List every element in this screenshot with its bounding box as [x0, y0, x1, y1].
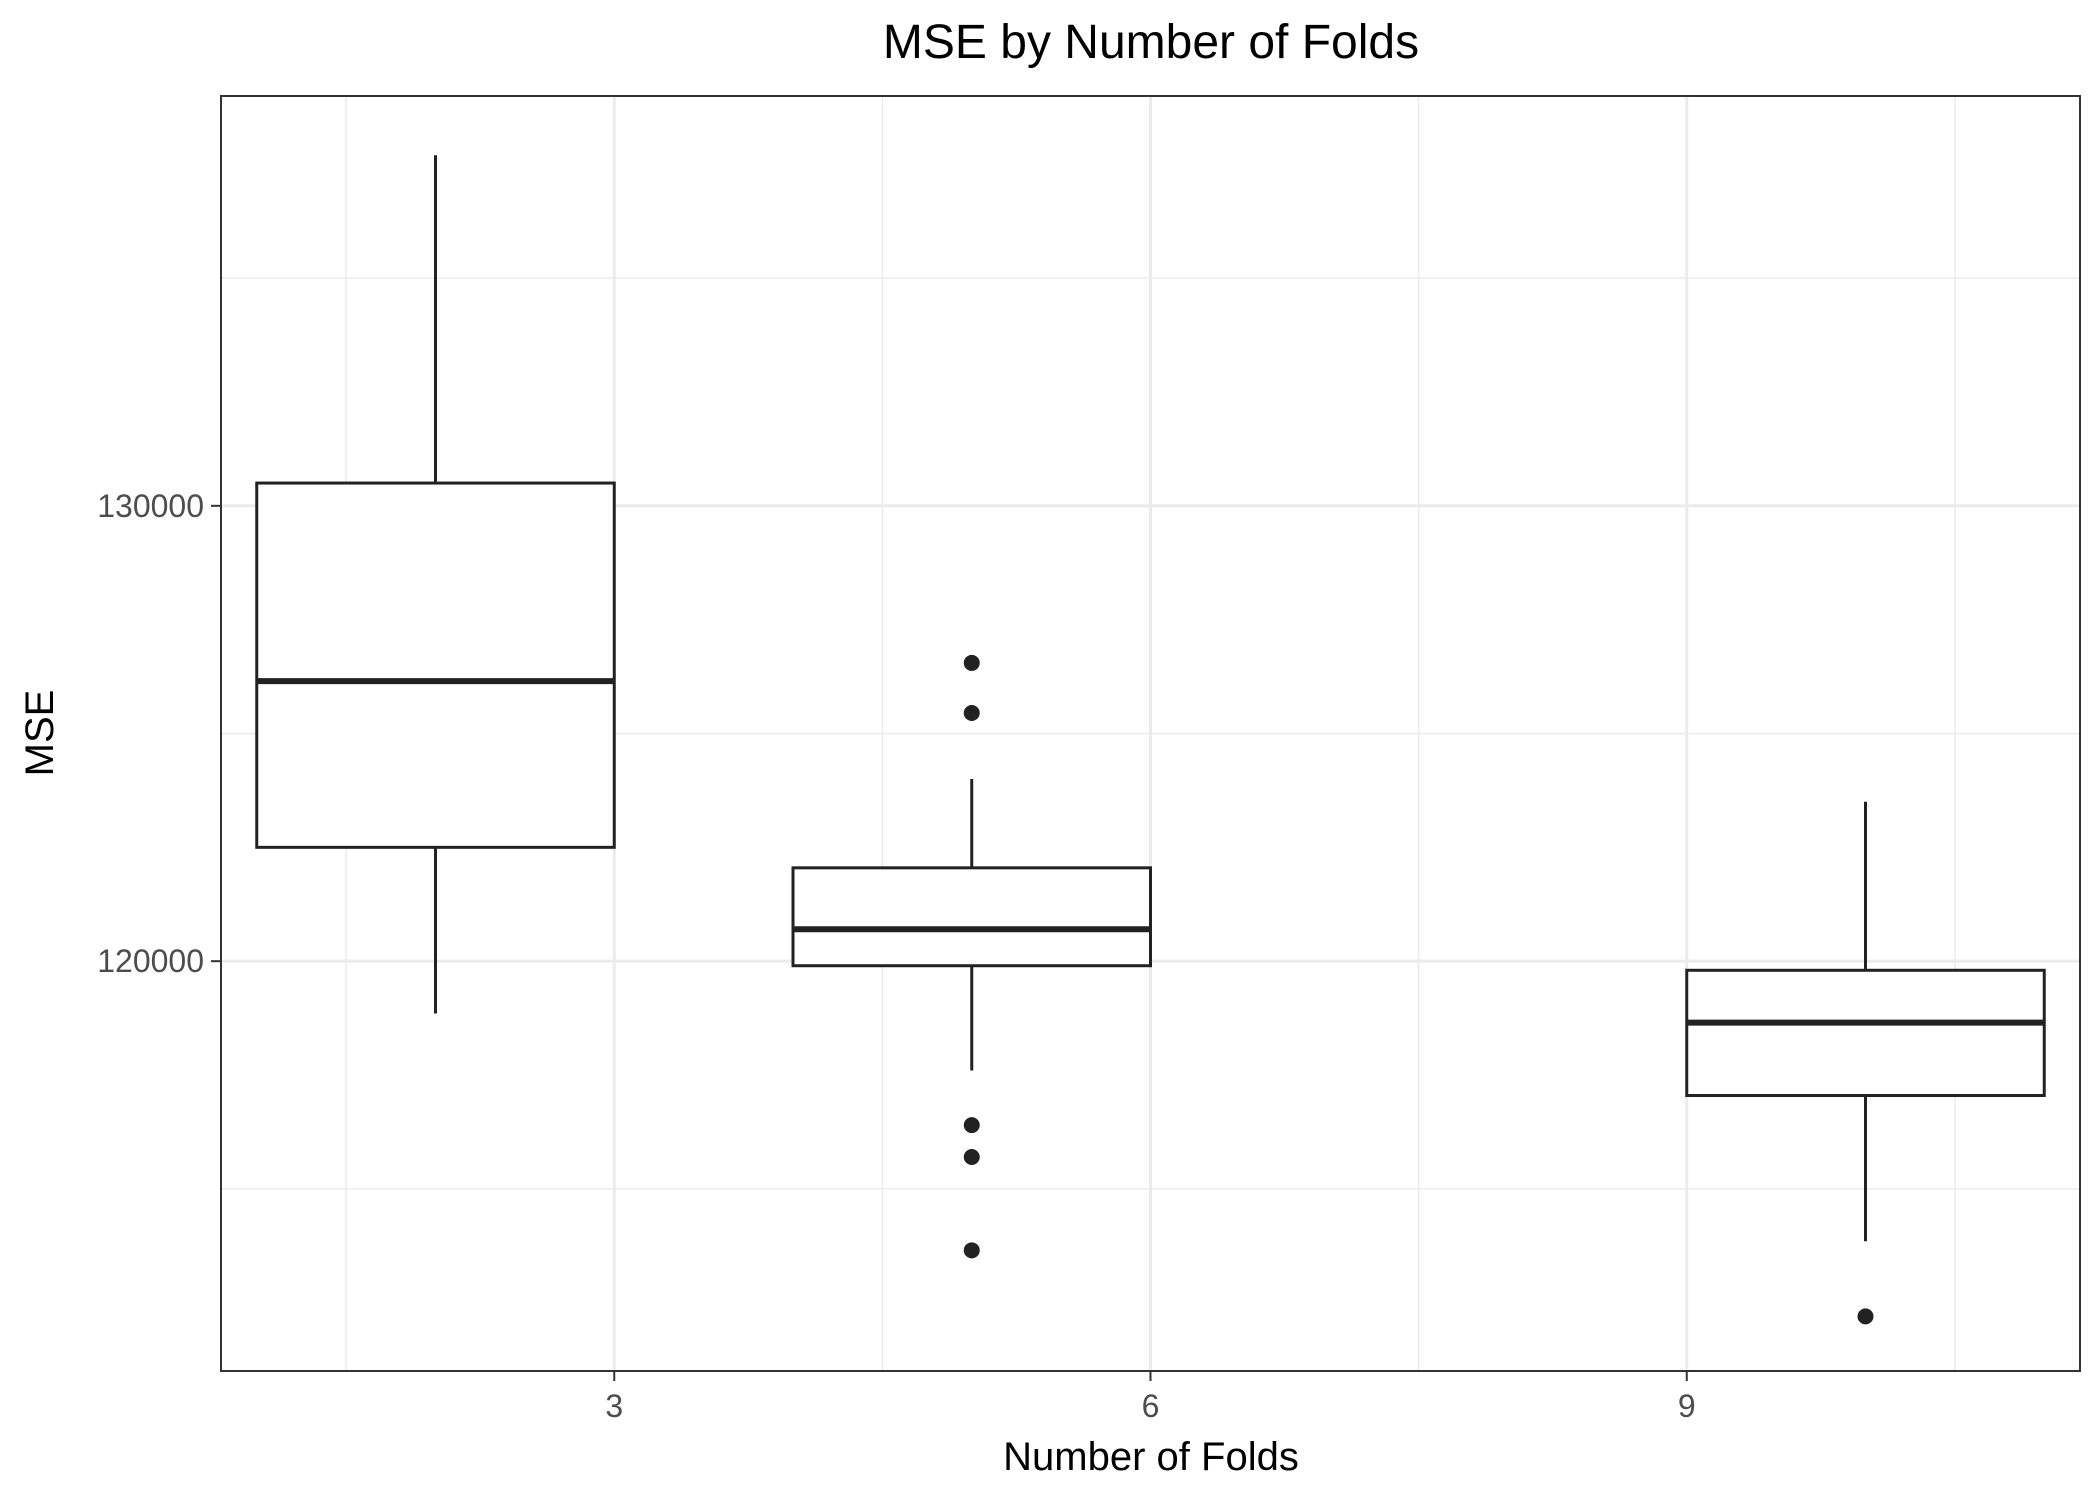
x-axis: 3 6 9 — [605, 1371, 1696, 1424]
chart-title: MSE by Number of Folds — [883, 16, 1419, 69]
boxes-layer — [255, 155, 2046, 1325]
box-group — [255, 155, 616, 1014]
outlier-point — [963, 1148, 980, 1165]
outlier-point — [963, 1242, 980, 1259]
box-group — [791, 654, 1152, 1259]
x-tick-label: 9 — [1678, 1388, 1696, 1424]
x-axis-title: Number of Folds — [1003, 1435, 1299, 1479]
y-tick-label: 120000 — [97, 943, 204, 979]
y-axis-title: MSE — [18, 690, 62, 777]
box-iqr — [1685, 968, 2046, 1098]
outlier-point — [963, 654, 980, 671]
x-tick-label: 6 — [1142, 1388, 1160, 1424]
x-tick-label: 3 — [605, 1388, 623, 1424]
outlier-point — [1857, 1308, 1874, 1325]
outlier-point — [963, 705, 980, 722]
y-axis: 120000 130000 — [97, 488, 221, 979]
box-iqr — [791, 866, 1152, 968]
outlier-point — [963, 1117, 980, 1134]
box-group — [1685, 801, 2046, 1325]
box-iqr — [255, 481, 616, 849]
y-tick-label: 130000 — [97, 488, 204, 524]
